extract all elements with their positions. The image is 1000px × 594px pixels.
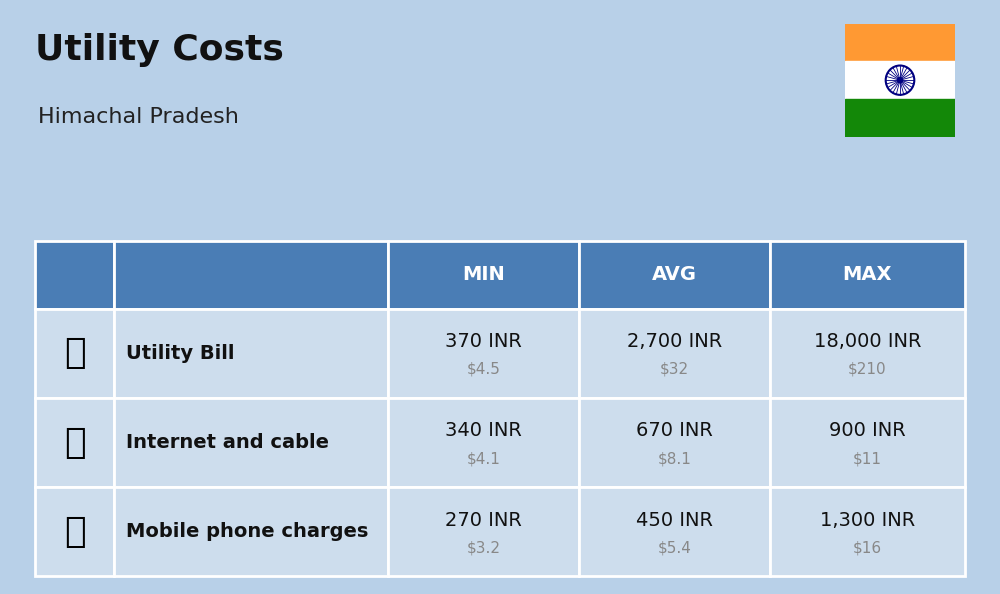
Text: 340 INR: 340 INR (445, 422, 522, 440)
Bar (770, 309, 965, 398)
Bar (845, 99, 955, 137)
Bar (388, 487, 579, 576)
Text: $3.2: $3.2 (467, 540, 501, 555)
Text: 1,300 INR: 1,300 INR (820, 511, 915, 529)
Bar (579, 309, 770, 398)
Bar (114, 487, 388, 576)
Text: Himachal Pradesh: Himachal Pradesh (38, 107, 239, 127)
Text: 370 INR: 370 INR (445, 333, 522, 351)
Bar (845, 61, 955, 99)
Bar (114, 309, 388, 398)
Bar (579, 398, 770, 487)
Bar (579, 241, 770, 309)
Text: $11: $11 (853, 451, 882, 466)
Text: 450 INR: 450 INR (636, 511, 713, 529)
Text: Utility Costs: Utility Costs (35, 33, 284, 67)
Text: 2,700 INR: 2,700 INR (627, 333, 722, 351)
Bar (114, 398, 388, 487)
Bar (35, 309, 114, 398)
Text: $32: $32 (660, 362, 689, 377)
Bar (388, 398, 579, 487)
Text: 670 INR: 670 INR (636, 422, 713, 440)
Text: $16: $16 (853, 540, 882, 555)
Bar (845, 24, 955, 61)
Text: 📱: 📱 (64, 514, 85, 549)
Bar (770, 487, 965, 576)
Text: $8.1: $8.1 (657, 451, 691, 466)
Text: MIN: MIN (462, 266, 505, 284)
Text: 18,000 INR: 18,000 INR (814, 333, 921, 351)
Text: Utility Bill: Utility Bill (126, 344, 235, 363)
Text: $5.4: $5.4 (657, 540, 691, 555)
Circle shape (898, 78, 902, 83)
Text: Mobile phone charges: Mobile phone charges (126, 522, 368, 541)
Bar (35, 241, 114, 309)
Text: AVG: AVG (652, 266, 697, 284)
Bar (388, 241, 579, 309)
Text: 🔌: 🔌 (64, 336, 85, 371)
Bar (388, 309, 579, 398)
Bar (35, 398, 114, 487)
Text: 📡: 📡 (64, 425, 85, 460)
Text: $4.1: $4.1 (467, 451, 501, 466)
Bar (35, 487, 114, 576)
Text: $4.5: $4.5 (467, 362, 501, 377)
Text: 270 INR: 270 INR (445, 511, 522, 529)
Text: $210: $210 (848, 362, 887, 377)
Bar (114, 241, 388, 309)
Text: 900 INR: 900 INR (829, 422, 906, 440)
Bar (579, 487, 770, 576)
Text: Internet and cable: Internet and cable (126, 433, 329, 452)
Bar (770, 398, 965, 487)
Bar (770, 241, 965, 309)
Text: MAX: MAX (843, 266, 892, 284)
